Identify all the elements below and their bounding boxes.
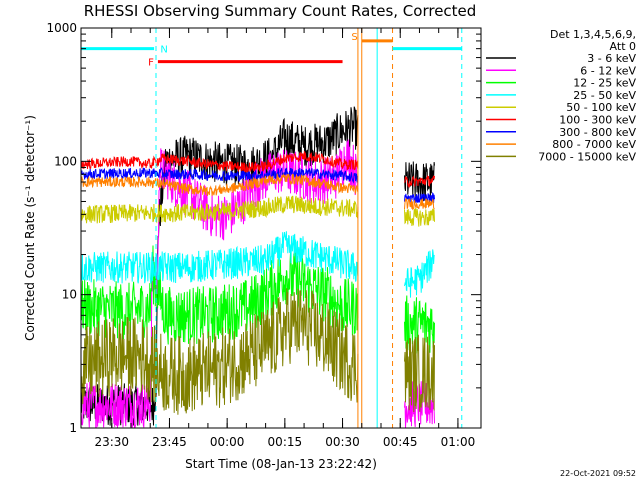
legend-entry: 12 - 25 keV (573, 77, 636, 90)
axes: 1 10 100 1000 23:30 23:45 00:00 00:15 00:30 00:45… (46, 21, 481, 449)
series-line-800-7000kev (80, 172, 435, 211)
legend-entry: 7000 - 15000 keV (538, 150, 636, 163)
x-tick-label: 01:00 (441, 435, 476, 449)
legend-header-0: Det 1,3,4,5,6,9, (550, 28, 636, 41)
x-tick-label: 23:30 (94, 435, 129, 449)
x-tick-label: 00:30 (325, 435, 360, 449)
y-tick-label: 1000 (46, 21, 77, 35)
generation-timestamp: 22-Oct-2021 09:52 (560, 469, 636, 478)
y-axis-label: Corrected Count Rate (s⁻¹ detector⁻¹) (23, 115, 37, 341)
legend-entry: 25 - 50 keV (573, 89, 636, 102)
x-axis-label: Start Time (08-Jan-13 23:22:42) (185, 457, 377, 471)
legend-entry: 300 - 800 keV (559, 126, 636, 139)
legend-entry: 3 - 6 keV (587, 52, 636, 65)
flag-label-n: N (160, 45, 167, 56)
flag-label-s: S (351, 32, 357, 43)
legend-entry: 50 - 100 keV (566, 101, 636, 114)
y-tick-label: 10 (62, 288, 77, 302)
chart-title: RHESSI Observing Summary Count Rates, Co… (84, 2, 477, 20)
plot-area: NF S (80, 28, 463, 429)
series-line-50-100kev (80, 195, 435, 227)
series-line-100-300kev (80, 151, 435, 189)
series-line-25-50kev (80, 231, 435, 298)
x-tick-label: 00:45 (383, 435, 418, 449)
flag-label-f: F (148, 58, 154, 69)
y-tick-label: 100 (54, 154, 77, 168)
legend-entry: 800 - 7000 keV (552, 138, 636, 151)
series-line-7000-15000kev (80, 288, 435, 415)
legend-entry: 6 - 12 keV (580, 64, 636, 77)
y-tick-label: 1 (69, 421, 77, 435)
x-tick-label: 00:15 (268, 435, 303, 449)
legend-header-1: Att 0 (610, 40, 636, 53)
plot-frame (80, 27, 482, 429)
legend-entry: 100 - 300 keV (559, 114, 636, 127)
x-tick-label: 00:00 (210, 435, 245, 449)
x-tick-label: 23:45 (152, 435, 187, 449)
